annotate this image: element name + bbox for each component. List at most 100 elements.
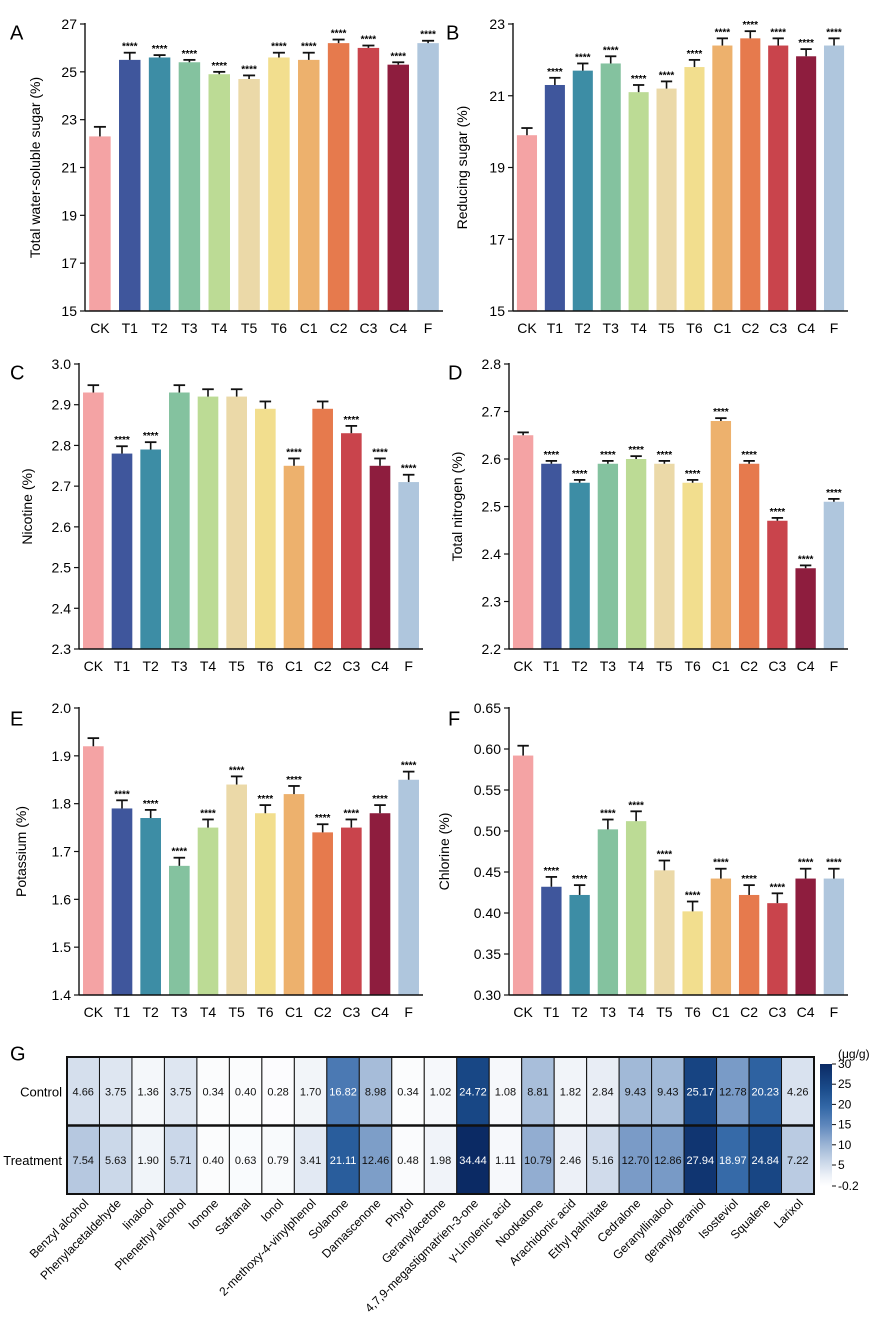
significance-label: **** xyxy=(286,775,302,786)
cell-value: 0.34 xyxy=(202,1086,223,1098)
x-tick-label: T6 xyxy=(257,658,274,674)
x-tick-label: T3 xyxy=(600,1004,617,1020)
bar-t3 xyxy=(597,463,619,649)
x-tick-label: T1 xyxy=(114,1004,131,1020)
bar-c4 xyxy=(795,568,816,649)
panel-label: C xyxy=(10,363,24,385)
x-tick-label: CK xyxy=(90,320,110,336)
bar-t4 xyxy=(208,74,230,311)
bar-f xyxy=(823,45,845,312)
bar-t4 xyxy=(625,821,647,995)
x-tick-label: T3 xyxy=(181,320,198,336)
x-tick-label: C4 xyxy=(797,1004,815,1020)
significance-label: **** xyxy=(143,799,159,810)
x-tick-label: F xyxy=(404,658,413,674)
bar-c4 xyxy=(369,465,391,649)
heatmap-cell xyxy=(358,1125,393,1195)
significance-label: **** xyxy=(685,469,701,480)
heatmap-cell xyxy=(456,1125,490,1195)
significance-label: **** xyxy=(390,51,406,62)
bar-t3 xyxy=(169,865,190,995)
y-tick-label: 0.45 xyxy=(474,864,501,880)
y-tick-label: 2.7 xyxy=(482,404,502,420)
cell-value: 1.70 xyxy=(300,1086,321,1098)
y-tick-label: 0.50 xyxy=(474,823,501,839)
x-tick-label: T1 xyxy=(122,320,139,336)
significance-label: **** xyxy=(770,882,786,893)
bar-c3 xyxy=(341,827,362,995)
y-tick-label: 2.3 xyxy=(482,594,502,610)
heatmap-cell xyxy=(488,1056,523,1126)
panel-f: F CK **** T1 **** T2 **** T3 **** T4 **** T5 **** T6 *… xyxy=(436,700,848,1020)
bar-t3 xyxy=(597,829,619,995)
heatmap-cell xyxy=(66,1056,100,1126)
x-tick-label: C4 xyxy=(797,658,815,674)
panel-label: B xyxy=(446,23,459,45)
significance-label: **** xyxy=(657,450,673,461)
bar-t5 xyxy=(654,463,675,649)
panel-label: E xyxy=(10,709,23,731)
y-tick-label: 3.0 xyxy=(52,356,72,372)
x-tick-label: T1 xyxy=(543,658,560,674)
cell-value: 8.98 xyxy=(365,1086,386,1098)
cell-value: 12.46 xyxy=(362,1155,390,1167)
colorbar-tick-label: 10 xyxy=(838,1138,852,1152)
x-tick-label: CK xyxy=(84,1004,104,1020)
bar-t4 xyxy=(625,459,647,649)
heatmap-cell xyxy=(326,1056,360,1126)
y-tick-label: 1.6 xyxy=(52,891,72,907)
bar-t2 xyxy=(140,449,161,649)
significance-label: **** xyxy=(659,70,675,81)
column-label: Larixol xyxy=(771,1196,806,1231)
cell-value: 0.48 xyxy=(397,1155,418,1167)
panel-c: C CK **** T1 **** T2 T3 T4 T5 T6 **** C1 C2 **** C3 ***… xyxy=(10,356,423,674)
bar-c3 xyxy=(357,47,380,312)
significance-label: **** xyxy=(600,450,616,461)
bar-t6 xyxy=(268,57,290,311)
x-tick-label: T4 xyxy=(200,658,217,674)
y-tick-label: 17 xyxy=(489,231,505,247)
bar-c2 xyxy=(740,38,761,311)
x-tick-label: T2 xyxy=(571,658,588,674)
y-axis-title: Total water-soluble sugar (%) xyxy=(27,77,43,258)
bar-t3 xyxy=(600,63,621,312)
bar-t2 xyxy=(140,818,161,995)
x-tick-label: C4 xyxy=(371,658,389,674)
x-tick-label: C3 xyxy=(768,658,786,674)
heatmap-cell xyxy=(98,1056,133,1126)
bar-t3 xyxy=(169,392,190,649)
significance-label: **** xyxy=(286,447,302,458)
row-label-control: Control xyxy=(20,1084,62,1099)
bar-c3 xyxy=(767,520,788,649)
significance-label: **** xyxy=(798,858,814,869)
x-tick-label: T5 xyxy=(656,1004,673,1020)
x-tick-label: T4 xyxy=(200,1004,217,1020)
x-tick-label: C3 xyxy=(342,1004,360,1020)
y-tick-label: 0.30 xyxy=(474,987,501,1003)
y-tick-label: 17 xyxy=(61,255,77,271)
bar-c2 xyxy=(312,408,333,649)
y-tick-label: 0.35 xyxy=(474,946,501,962)
y-tick-label: 1.4 xyxy=(52,987,72,1003)
panel-a: A CK **** T1 **** T2 **** T3 **** T4 **** T5 **** T6 *… xyxy=(10,16,443,336)
x-tick-label: T5 xyxy=(228,658,245,674)
cell-value: 1.11 xyxy=(495,1155,516,1167)
x-tick-label: C2 xyxy=(314,1004,332,1020)
cell-value: 4.66 xyxy=(73,1086,94,1098)
bar-t2 xyxy=(148,57,171,311)
heatmap-cell xyxy=(196,1056,230,1126)
bar-t1 xyxy=(111,453,133,649)
x-tick-label: T4 xyxy=(630,320,647,336)
bar-t6 xyxy=(682,482,703,649)
x-tick-label: T5 xyxy=(228,1004,245,1020)
cell-value: 5.71 xyxy=(170,1155,191,1167)
heatmap-cell xyxy=(521,1056,555,1126)
significance-label: **** xyxy=(315,813,331,824)
cell-value: 2.84 xyxy=(592,1086,613,1098)
bar-t5 xyxy=(226,784,247,995)
significance-label: **** xyxy=(401,761,417,772)
x-tick-label: C3 xyxy=(359,320,377,336)
y-tick-label: 2.4 xyxy=(482,546,502,562)
y-tick-label: 2.8 xyxy=(482,356,502,372)
